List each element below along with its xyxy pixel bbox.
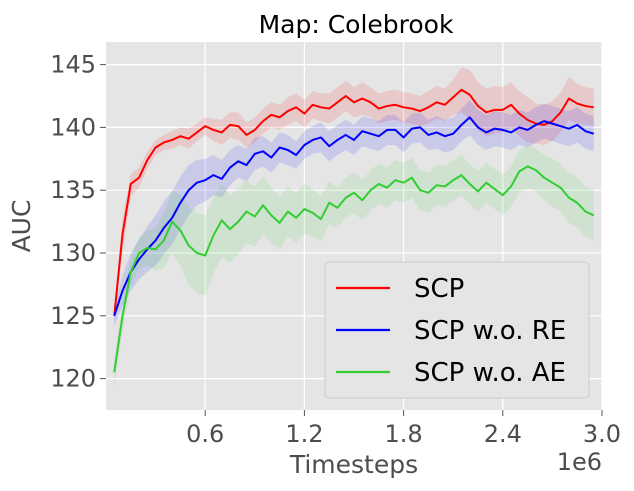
chart-title: Map: Colebrook: [259, 10, 454, 39]
legend-box: [324, 261, 590, 399]
y-tick-label: 120: [50, 365, 96, 393]
y-tick-label: 125: [50, 302, 96, 330]
y-axis-label: AUC: [7, 200, 36, 253]
x-offset-label: 1e6: [557, 448, 602, 476]
series-line: [113, 88, 594, 316]
x-tick-label: 0.6: [186, 420, 224, 448]
y-tick-label: 130: [50, 239, 96, 267]
confidence-bands: [114, 67, 594, 385]
y-tick-label: 145: [50, 51, 96, 79]
x-tick-label: 1.8: [385, 420, 423, 448]
y-tick-label: 140: [50, 113, 96, 141]
series-line: [113, 116, 595, 317]
y-ticks: 120 125 130 135 140 145: [50, 51, 106, 393]
x-ticks: 0.6 1.2 1.8 2.4 3.0: [186, 410, 621, 448]
series-line: [113, 165, 595, 373]
x-tick-label: 3.0: [583, 420, 621, 448]
x-axis-label: Timesteps: [289, 450, 418, 479]
confidence-band: [114, 144, 594, 385]
legend-label: SCP w.o. RE: [414, 316, 566, 346]
y-tick-label: 135: [50, 176, 96, 204]
series-lines: [113, 88, 595, 373]
legend-label: SCP: [414, 274, 464, 304]
confidence-band: [114, 99, 594, 326]
x-tick-label: 2.4: [484, 420, 522, 448]
x-tick-label: 1.2: [285, 420, 323, 448]
legend: SCP SCP w.o. RE SCP w.o. AE: [324, 261, 590, 399]
confidence-band: [114, 67, 594, 323]
legend-label: SCP w.o. AE: [414, 358, 566, 388]
